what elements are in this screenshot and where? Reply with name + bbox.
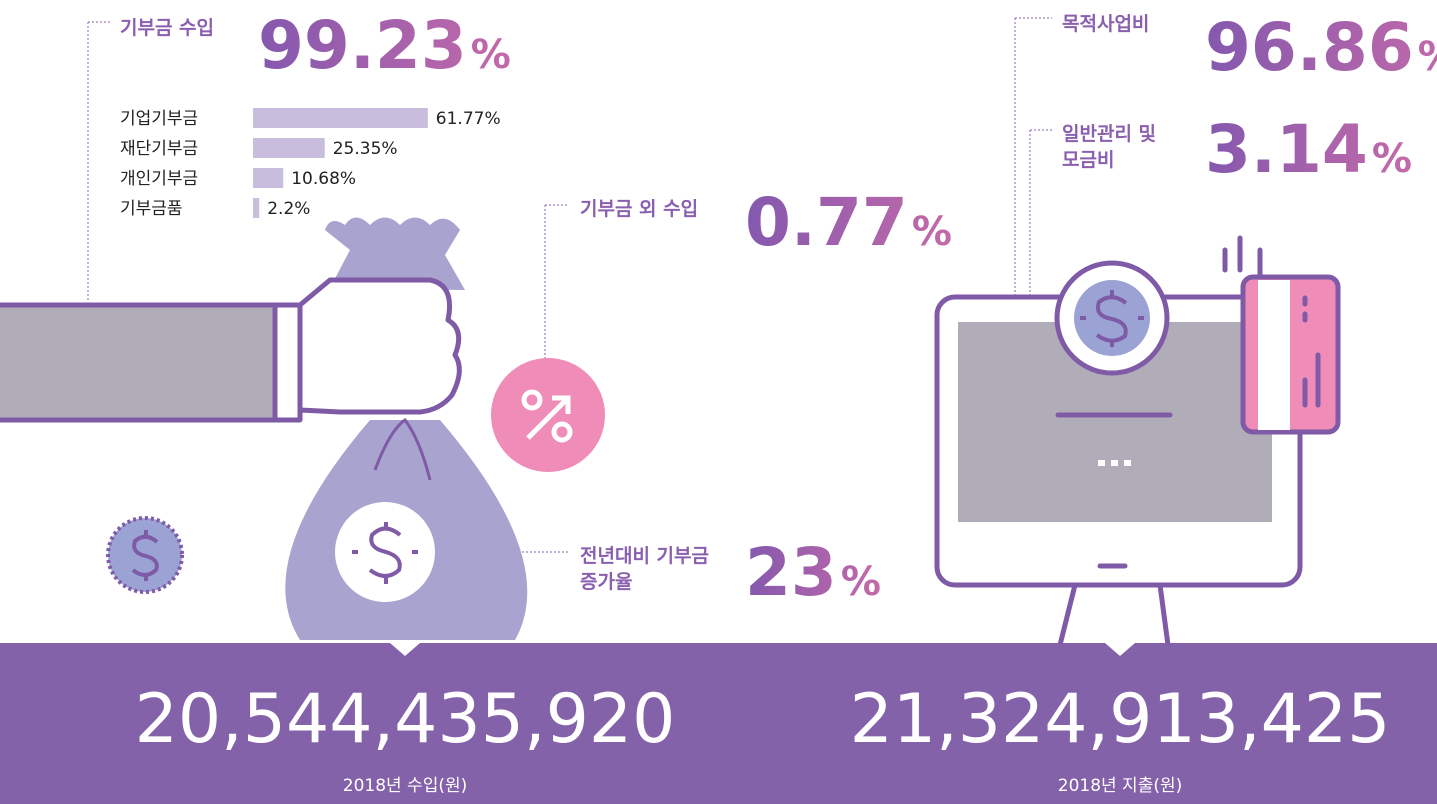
- money-bag-illustration: [0, 217, 605, 640]
- stat-number: 0.77: [745, 184, 908, 261]
- item-label: 재단기부금: [120, 139, 198, 159]
- stat-unit: %: [912, 209, 952, 255]
- footer-band: [0, 643, 1437, 804]
- stat-label: 모금비: [1062, 149, 1114, 171]
- stat-label: 전년대비 기부금: [580, 545, 709, 567]
- bar: [253, 198, 260, 218]
- stat-unit: %: [1372, 136, 1412, 182]
- stat-label: 증가율: [580, 571, 632, 593]
- monitor-illustration: [934, 235, 1341, 648]
- stat-value: 96.86%: [1205, 9, 1437, 86]
- total-income-label: 2018년 수입(원): [343, 776, 468, 796]
- stat-number: 96.86: [1205, 9, 1414, 86]
- stat-label: 기부금 외 수입: [580, 198, 698, 220]
- item-label: 개인기부금: [120, 169, 198, 189]
- item-value: 2.2%: [267, 199, 310, 219]
- stat-number: 3.14: [1205, 111, 1368, 188]
- stat-number: 99.23: [258, 7, 467, 84]
- stat-value: 99.23%: [258, 7, 511, 84]
- stat-value: 23%: [745, 534, 881, 611]
- total-income: 20,544,435,920: [135, 680, 676, 759]
- leader-lines: [87, 17, 1052, 553]
- item-label: 기업기부금: [120, 109, 198, 129]
- bar: [253, 168, 284, 188]
- total-expense-label: 2018년 지출(원): [1058, 776, 1183, 796]
- stat-value: 3.14%: [1205, 111, 1412, 188]
- stat-unit: %: [1418, 34, 1437, 80]
- item-value: 61.77%: [436, 109, 501, 129]
- bar: [253, 108, 428, 128]
- bar: [253, 138, 325, 158]
- item-label: 기부금품: [120, 199, 183, 219]
- stat-value: 0.77%: [745, 184, 952, 261]
- total-expense: 21,324,913,425: [850, 680, 1391, 759]
- item-value: 25.35%: [333, 139, 398, 159]
- stat-label: 목적사업비: [1062, 13, 1149, 35]
- stat-number: 23: [745, 534, 837, 611]
- stat-unit: %: [471, 32, 511, 78]
- item-value: 10.68%: [291, 169, 356, 189]
- stat-label: 일반관리 및: [1062, 123, 1156, 145]
- stat-label: 기부금 수입: [120, 17, 214, 39]
- stat-unit: %: [841, 559, 881, 605]
